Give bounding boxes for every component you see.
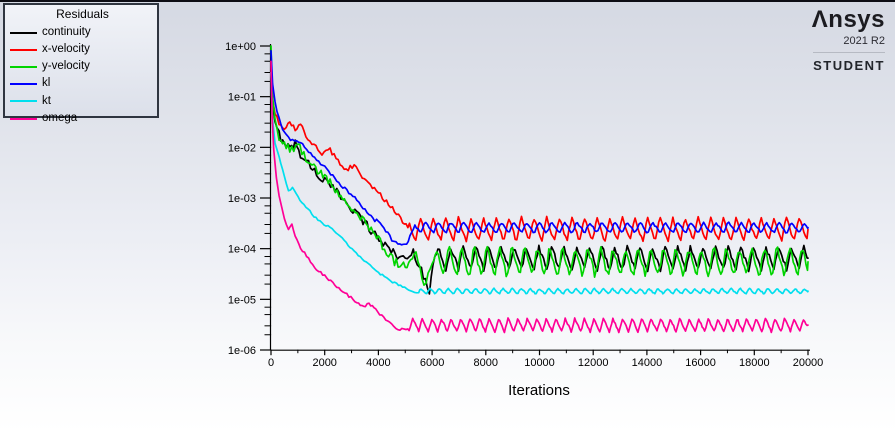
series-curve-continuity (270, 62, 809, 295)
series-curve-kl (270, 50, 809, 246)
ansys-edition-badge: STUDENT (813, 58, 885, 73)
legend-item-kl: kl (10, 76, 155, 93)
y-axis-tick-label: 1e-03 (228, 193, 256, 205)
x-axis-tick-label: 0 (268, 357, 274, 369)
x-axis-ticks: 0 2000 4000 6000 8000 10000 12000 14000 16000 180… (268, 349, 824, 369)
y-axis-ticks: 1e+00 1e-01 1e-02 1e-03 1e-04 1e-05 1e-06 (225, 41, 272, 357)
x-axis-tick-label: 8000 (474, 357, 498, 369)
series-curve-omega (270, 60, 809, 334)
x-axis-tick-label: 2000 (312, 357, 336, 369)
ansys-logo-text: nsys (828, 6, 885, 33)
legend-swatch-y-velocity (10, 65, 37, 68)
x-axis-tick-label: 10000 (524, 357, 555, 369)
brand-divider (813, 52, 885, 53)
legend-label: kt (42, 94, 51, 107)
legend-item-continuity: continuity (10, 24, 155, 41)
x-axis-tick-label: 6000 (420, 357, 444, 369)
y-axis-tick-label: 1e-02 (228, 142, 256, 154)
legend-label: continuity (42, 25, 91, 38)
legend-swatch-x-velocity (10, 48, 37, 51)
ansys-version-label: 2021 R2 (843, 35, 885, 47)
window-top-border (0, 0, 895, 2)
legend-item-kt: kt (10, 93, 155, 110)
x-axis-tick-label: 18000 (739, 357, 770, 369)
legend-swatch-omega (10, 117, 37, 120)
legend-label: omega (42, 111, 78, 124)
series-curve-x-velocity (270, 71, 809, 243)
legend-label: x-velocity (42, 43, 90, 56)
legend-entries: continuity x-velocity y-velocity kl kt omega (10, 24, 155, 127)
legend-label: y-velocity (42, 60, 90, 73)
y-axis-tick-label: 1e-01 (228, 92, 256, 104)
x-axis-tick-label: 4000 (366, 357, 390, 369)
x-axis-title: Iterations (508, 382, 570, 399)
legend-title: Residuals (56, 7, 109, 21)
legend-item-y-velocity: y-velocity (10, 58, 155, 75)
x-axis-tick-label: 12000 (578, 357, 609, 369)
plot-axes (269, 44, 810, 351)
ansys-logo-glyph: Λ (811, 6, 829, 33)
y-axis-tick-label: 1e-04 (228, 244, 256, 256)
x-axis-tick-label: 20000 (793, 357, 824, 369)
series-curve-kt (270, 71, 809, 295)
ansys-logo: Λnsys 2021 R2 STUDENT (812, 8, 885, 73)
y-axis-tick-label: 1e+00 (225, 41, 256, 53)
legend-swatch-continuity (10, 31, 37, 34)
legend-swatch-kl (10, 83, 37, 86)
y-axis-tick-label: 1e-06 (228, 345, 256, 357)
legend-swatch-kt (10, 100, 37, 103)
legend-item-omega: omega (10, 110, 155, 127)
legend-label: kl (42, 77, 51, 90)
legend-item-x-velocity: x-velocity (10, 41, 155, 58)
ansys-logo-wordmark: Λnsys (812, 8, 885, 32)
series-curve-y-velocity (270, 45, 809, 286)
x-axis-tick-label: 14000 (632, 357, 663, 369)
x-axis-tick-label: 16000 (685, 357, 716, 369)
y-axis-tick-label: 1e-05 (228, 294, 256, 306)
residuals-legend: Residuals continuity x-velocity y-velocity… (3, 3, 159, 123)
